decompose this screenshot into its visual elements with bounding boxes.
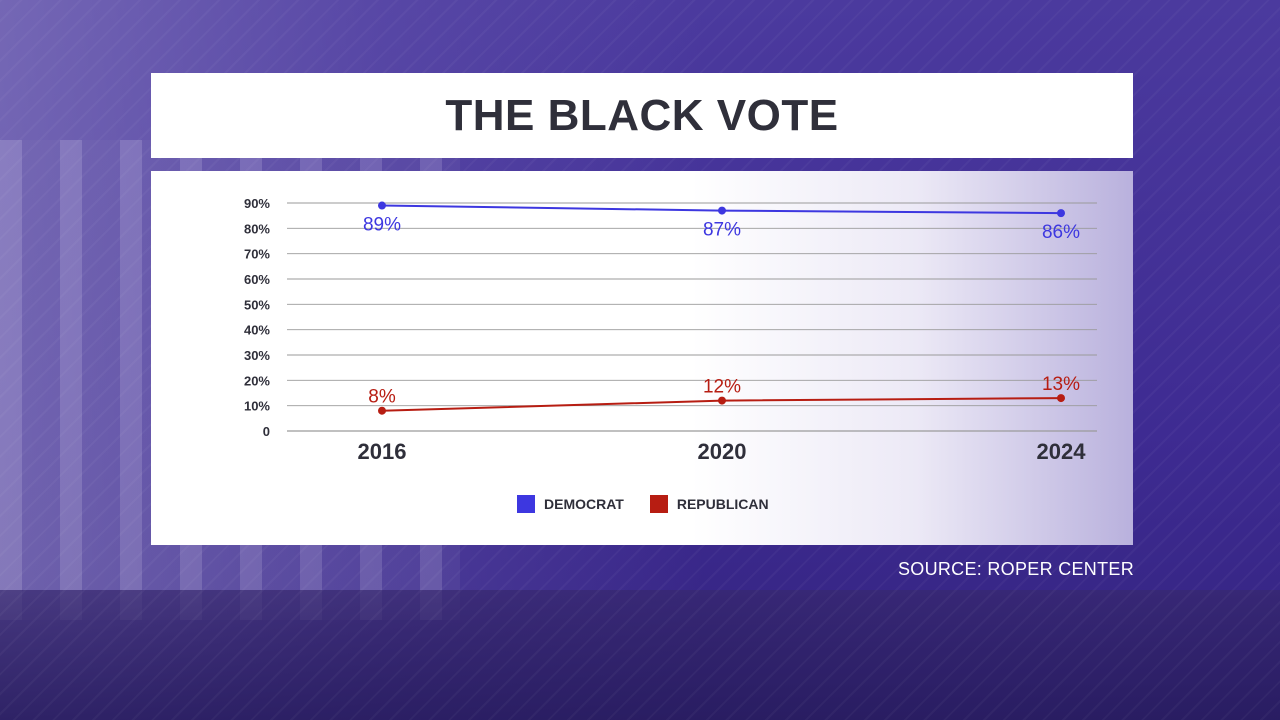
y-tick-label: 30%	[244, 348, 270, 363]
chart-title: THE BLACK VOTE	[445, 90, 839, 140]
chart-panel: 0 10% 20% 30% 40% 50% 60% 70% 80% 90% 2016 2020 202…	[151, 171, 1133, 545]
x-tick-label: 2020	[698, 439, 747, 464]
data-label-republican: 12%	[703, 377, 741, 398]
y-tick-label: 40%	[244, 323, 270, 338]
data-label-democrat: 86%	[1042, 222, 1080, 243]
source-credit: SOURCE: ROPER CENTER	[897, 559, 1134, 579]
x-tick-label: 2016	[358, 439, 407, 464]
data-label-democrat: 89%	[363, 215, 401, 236]
line-chart: 0 10% 20% 30% 40% 50% 60% 70% 80% 90% 2016 2020 202…	[244, 196, 1097, 464]
y-tick-label: 70%	[244, 247, 270, 262]
background-hedge	[0, 590, 1280, 720]
data-label-democrat: 87%	[703, 220, 741, 241]
data-label-republican: 13%	[1042, 374, 1080, 395]
legend-swatch-democrat	[517, 495, 535, 513]
x-tick-label: 2024	[1037, 439, 1087, 464]
data-point-republican	[718, 396, 726, 405]
data-point-democrat	[718, 206, 726, 215]
y-tick-label: 50%	[244, 297, 270, 312]
data-point-republican	[1057, 394, 1065, 403]
legend-item-republican: REPUBLICAN	[649, 495, 769, 513]
title-banner: THE BLACK VOTE	[151, 73, 1133, 158]
legend-item-democrat: DEMOCRAT	[517, 495, 624, 513]
y-tick-label: 60%	[244, 272, 270, 287]
data-label-republican: 8%	[368, 387, 396, 408]
legend-label-republican: REPUBLICAN	[676, 496, 769, 512]
legend-swatch-republican	[649, 495, 668, 513]
legend-label-democrat: DEMOCRAT	[544, 496, 624, 512]
y-tick-label: 20%	[244, 373, 270, 388]
legend: DEMOCRAT REPUBLICAN	[517, 495, 769, 513]
data-point-republican	[378, 406, 386, 415]
y-tick-label: 90%	[244, 196, 270, 211]
data-point-democrat	[378, 201, 386, 210]
data-point-democrat	[1057, 209, 1065, 218]
y-tick-label: 80%	[244, 221, 270, 236]
y-tick-label: 10%	[244, 399, 270, 414]
y-tick-label: 0	[263, 424, 270, 439]
